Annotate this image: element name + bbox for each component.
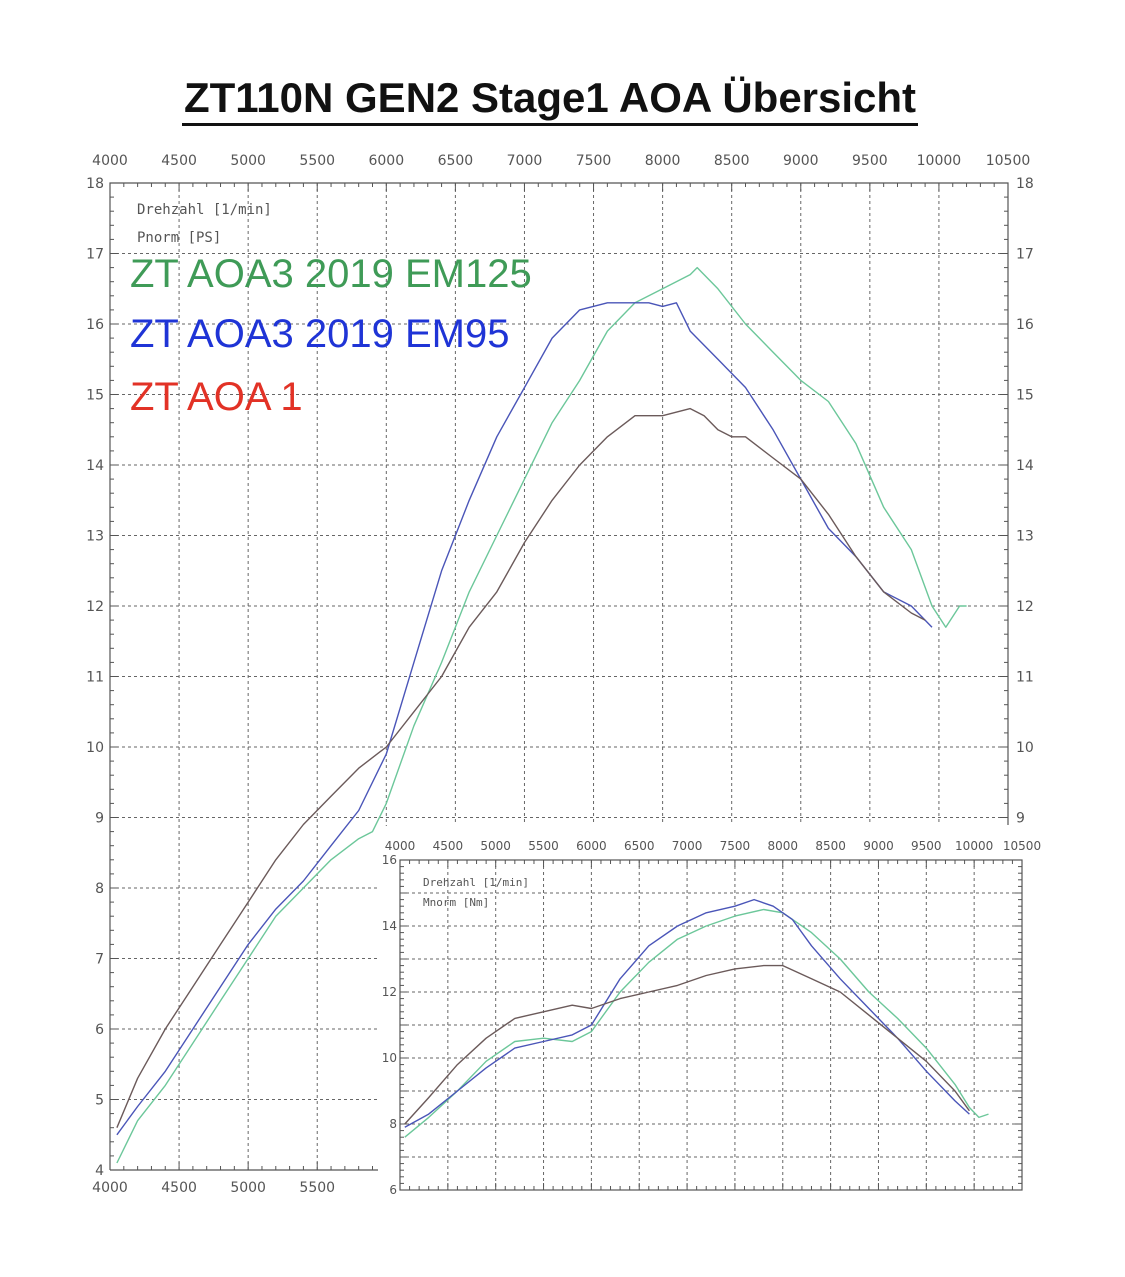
series-em125-line: [116, 266, 967, 1164]
inset-background: [378, 826, 1050, 1206]
x-tick-label-bottom: 5000: [230, 1180, 266, 1196]
inset-x-tick-label: 9500: [911, 839, 942, 853]
x-tick-label-top: 4000: [92, 153, 128, 169]
y-tick-label-left: 17: [86, 247, 104, 263]
legend: ZT AOA3 2019 EM125 ZT AOA3 2019 EM95 ZT …: [130, 252, 532, 419]
inset-y-tick-label: 14: [382, 919, 397, 933]
x-tick-label-top: 9500: [852, 153, 888, 169]
inset-x-tick-label: 4000: [385, 839, 416, 853]
inset-x-tick-label: 9000: [863, 839, 894, 853]
inset-x-tick-label: 7500: [720, 839, 751, 853]
inset-y-tick-label: 10: [382, 1051, 397, 1065]
series-em95-line: [404, 898, 970, 1128]
y-axis-label: Pnorm [PS]: [137, 230, 221, 246]
x-tick-label-top: 10000: [917, 153, 962, 169]
y-tick-label-left: 16: [86, 317, 104, 333]
y-tick-label-left: 5: [95, 1093, 104, 1109]
y-tick-label-left: 18: [86, 176, 104, 192]
y-tick-label-right: 16: [1016, 317, 1034, 333]
inset-x-tick-label: 10000: [955, 839, 993, 853]
x-tick-label-top: 5000: [230, 153, 266, 169]
y-tick-label-right: 11: [1016, 670, 1034, 686]
inset-x-tick-label: 6000: [576, 839, 607, 853]
y-tick-label-left: 9: [95, 811, 104, 827]
inset-y-tick-label: 8: [389, 1117, 397, 1131]
inset-x-tick-label: 5000: [480, 839, 511, 853]
x-axis-label: Drehzahl [1/min]: [137, 202, 272, 218]
x-tick-label-top: 7000: [507, 153, 543, 169]
y-tick-label-left: 8: [95, 881, 104, 897]
x-tick-label-top: 7500: [576, 153, 612, 169]
y-tick-label-left: 6: [95, 1022, 104, 1038]
inset-x-tick-label: 5500: [528, 839, 559, 853]
series-em125-line: [404, 908, 989, 1138]
x-tick-label-bottom: 5500: [299, 1180, 335, 1196]
torque-chart: 4000 4500 5000 5500 6000 6500 7000 7500 8000 8500…: [378, 826, 1050, 1206]
y-tick-label-left: 10: [86, 740, 104, 756]
legend-aoa1: ZT AOA 1: [130, 375, 303, 419]
inset-x-tick-label: 10500: [1003, 839, 1041, 853]
y-tick-label-left: 7: [95, 952, 104, 968]
inset-x-tick-label: 6500: [624, 839, 655, 853]
x-tick-label-bottom: 4500: [161, 1180, 197, 1196]
y-tick-label-right: 9: [1016, 811, 1025, 827]
x-tick-label-bottom: 4000: [92, 1180, 128, 1196]
y-tick-label-right: 12: [1016, 599, 1034, 615]
inset-x-tick-label: 8000: [767, 839, 798, 853]
series-aoa1-line: [116, 407, 926, 1128]
y-tick-label-right: 10: [1016, 740, 1034, 756]
y-tick-label-right: 13: [1016, 529, 1034, 545]
y-tick-label-left: 14: [86, 458, 104, 474]
y-tick-label-left: 4: [95, 1163, 104, 1179]
y-tick-label-right: 17: [1016, 247, 1034, 263]
x-tick-label-top: 10500: [986, 153, 1031, 169]
inset-x-tick-label: 7000: [672, 839, 703, 853]
inset-y-tick-label: 6: [389, 1183, 397, 1197]
x-tick-label-top: 6000: [368, 153, 404, 169]
inset-y-tick-label: 12: [382, 985, 397, 999]
page-title: ZT110N GEN2 Stage1 AOA Übersicht: [0, 74, 1100, 126]
y-tick-label-right: 15: [1016, 388, 1034, 404]
inset-x-tick-label: 4500: [433, 839, 464, 853]
inset-y-axis-label: Mnorm [Nm]: [423, 896, 489, 909]
x-tick-label-top: 5500: [299, 153, 335, 169]
inset-y-tick-label: 16: [382, 853, 397, 867]
inset-x-tick-label: 8500: [815, 839, 846, 853]
y-tick-label-left: 13: [86, 529, 104, 545]
x-tick-label-top: 6500: [438, 153, 474, 169]
y-tick-label-right: 18: [1016, 176, 1034, 192]
y-tick-label-left: 11: [86, 670, 104, 686]
x-tick-label-top: 8500: [714, 153, 750, 169]
legend-em125: ZT AOA3 2019 EM125: [130, 252, 532, 296]
series-aoa1-line: [404, 964, 970, 1125]
y-tick-label-right: 14: [1016, 458, 1034, 474]
x-tick-label-top: 9000: [783, 153, 819, 169]
legend-em95: ZT AOA3 2019 EM95: [130, 312, 509, 356]
inset-x-axis-label: Drehzahl [1/min]: [423, 876, 529, 889]
y-tick-label-left: 15: [86, 388, 104, 404]
series-em95-line: [116, 302, 933, 1136]
x-tick-label-top: 8000: [645, 153, 681, 169]
x-tick-label-top: 4500: [161, 153, 197, 169]
y-tick-label-left: 12: [86, 599, 104, 615]
